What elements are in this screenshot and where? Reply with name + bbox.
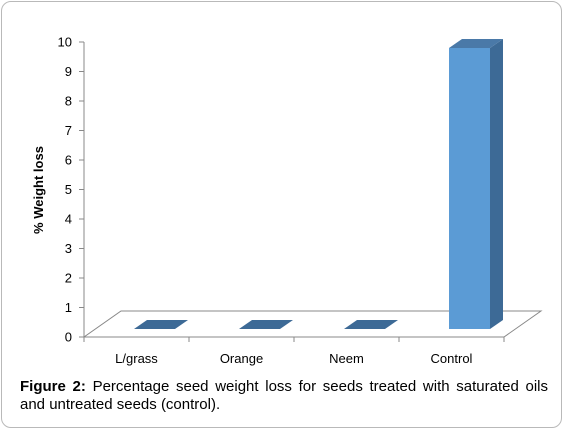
x-tick-label: L/grass <box>115 351 158 366</box>
bar <box>239 320 293 329</box>
y-tick-label: 8 <box>65 94 72 109</box>
x-tick-labels: L/grass Orange Neem Control <box>115 351 472 366</box>
y-tick-label: 4 <box>65 212 72 227</box>
x-tick-label: Control <box>431 351 473 366</box>
y-axis-label: % Weight loss <box>31 146 46 234</box>
bar-top <box>344 320 398 329</box>
bar <box>449 39 503 329</box>
y-tick-label: 2 <box>65 271 72 286</box>
bar <box>344 320 398 329</box>
x-tick-label: Orange <box>220 351 263 366</box>
bar-top <box>449 39 503 48</box>
y-tick-label: 9 <box>65 64 72 79</box>
y-tick-labels: 0 1 2 3 4 5 6 7 8 9 10 <box>58 35 72 345</box>
y-tick-label: 7 <box>65 123 72 138</box>
bar-side <box>490 39 503 329</box>
y-tick-label: 5 <box>65 182 72 197</box>
y-tick-label: 3 <box>65 241 72 256</box>
chart-bars <box>134 39 503 329</box>
bar-front <box>449 48 490 329</box>
y-tick-label: 1 <box>65 300 72 315</box>
chart-axes <box>79 41 543 342</box>
y-tick-label: 6 <box>65 153 72 168</box>
caption-label: Figure 2: <box>20 378 86 395</box>
caption-text: Percentage seed weight loss for seeds tr… <box>20 378 548 413</box>
x-tick-label: Neem <box>329 351 364 366</box>
bar-top <box>239 320 293 329</box>
bar <box>134 320 188 329</box>
y-tick-label: 10 <box>58 35 72 50</box>
chart-floor <box>82 310 543 338</box>
figure-caption: Figure 2: Percentage seed weight loss fo… <box>20 378 548 414</box>
bar-top <box>134 320 188 329</box>
bar-chart: 0 1 2 3 4 5 6 7 8 9 10 L/grass Orange Neem Control % … <box>31 35 543 366</box>
y-tick-label: 0 <box>65 330 72 345</box>
